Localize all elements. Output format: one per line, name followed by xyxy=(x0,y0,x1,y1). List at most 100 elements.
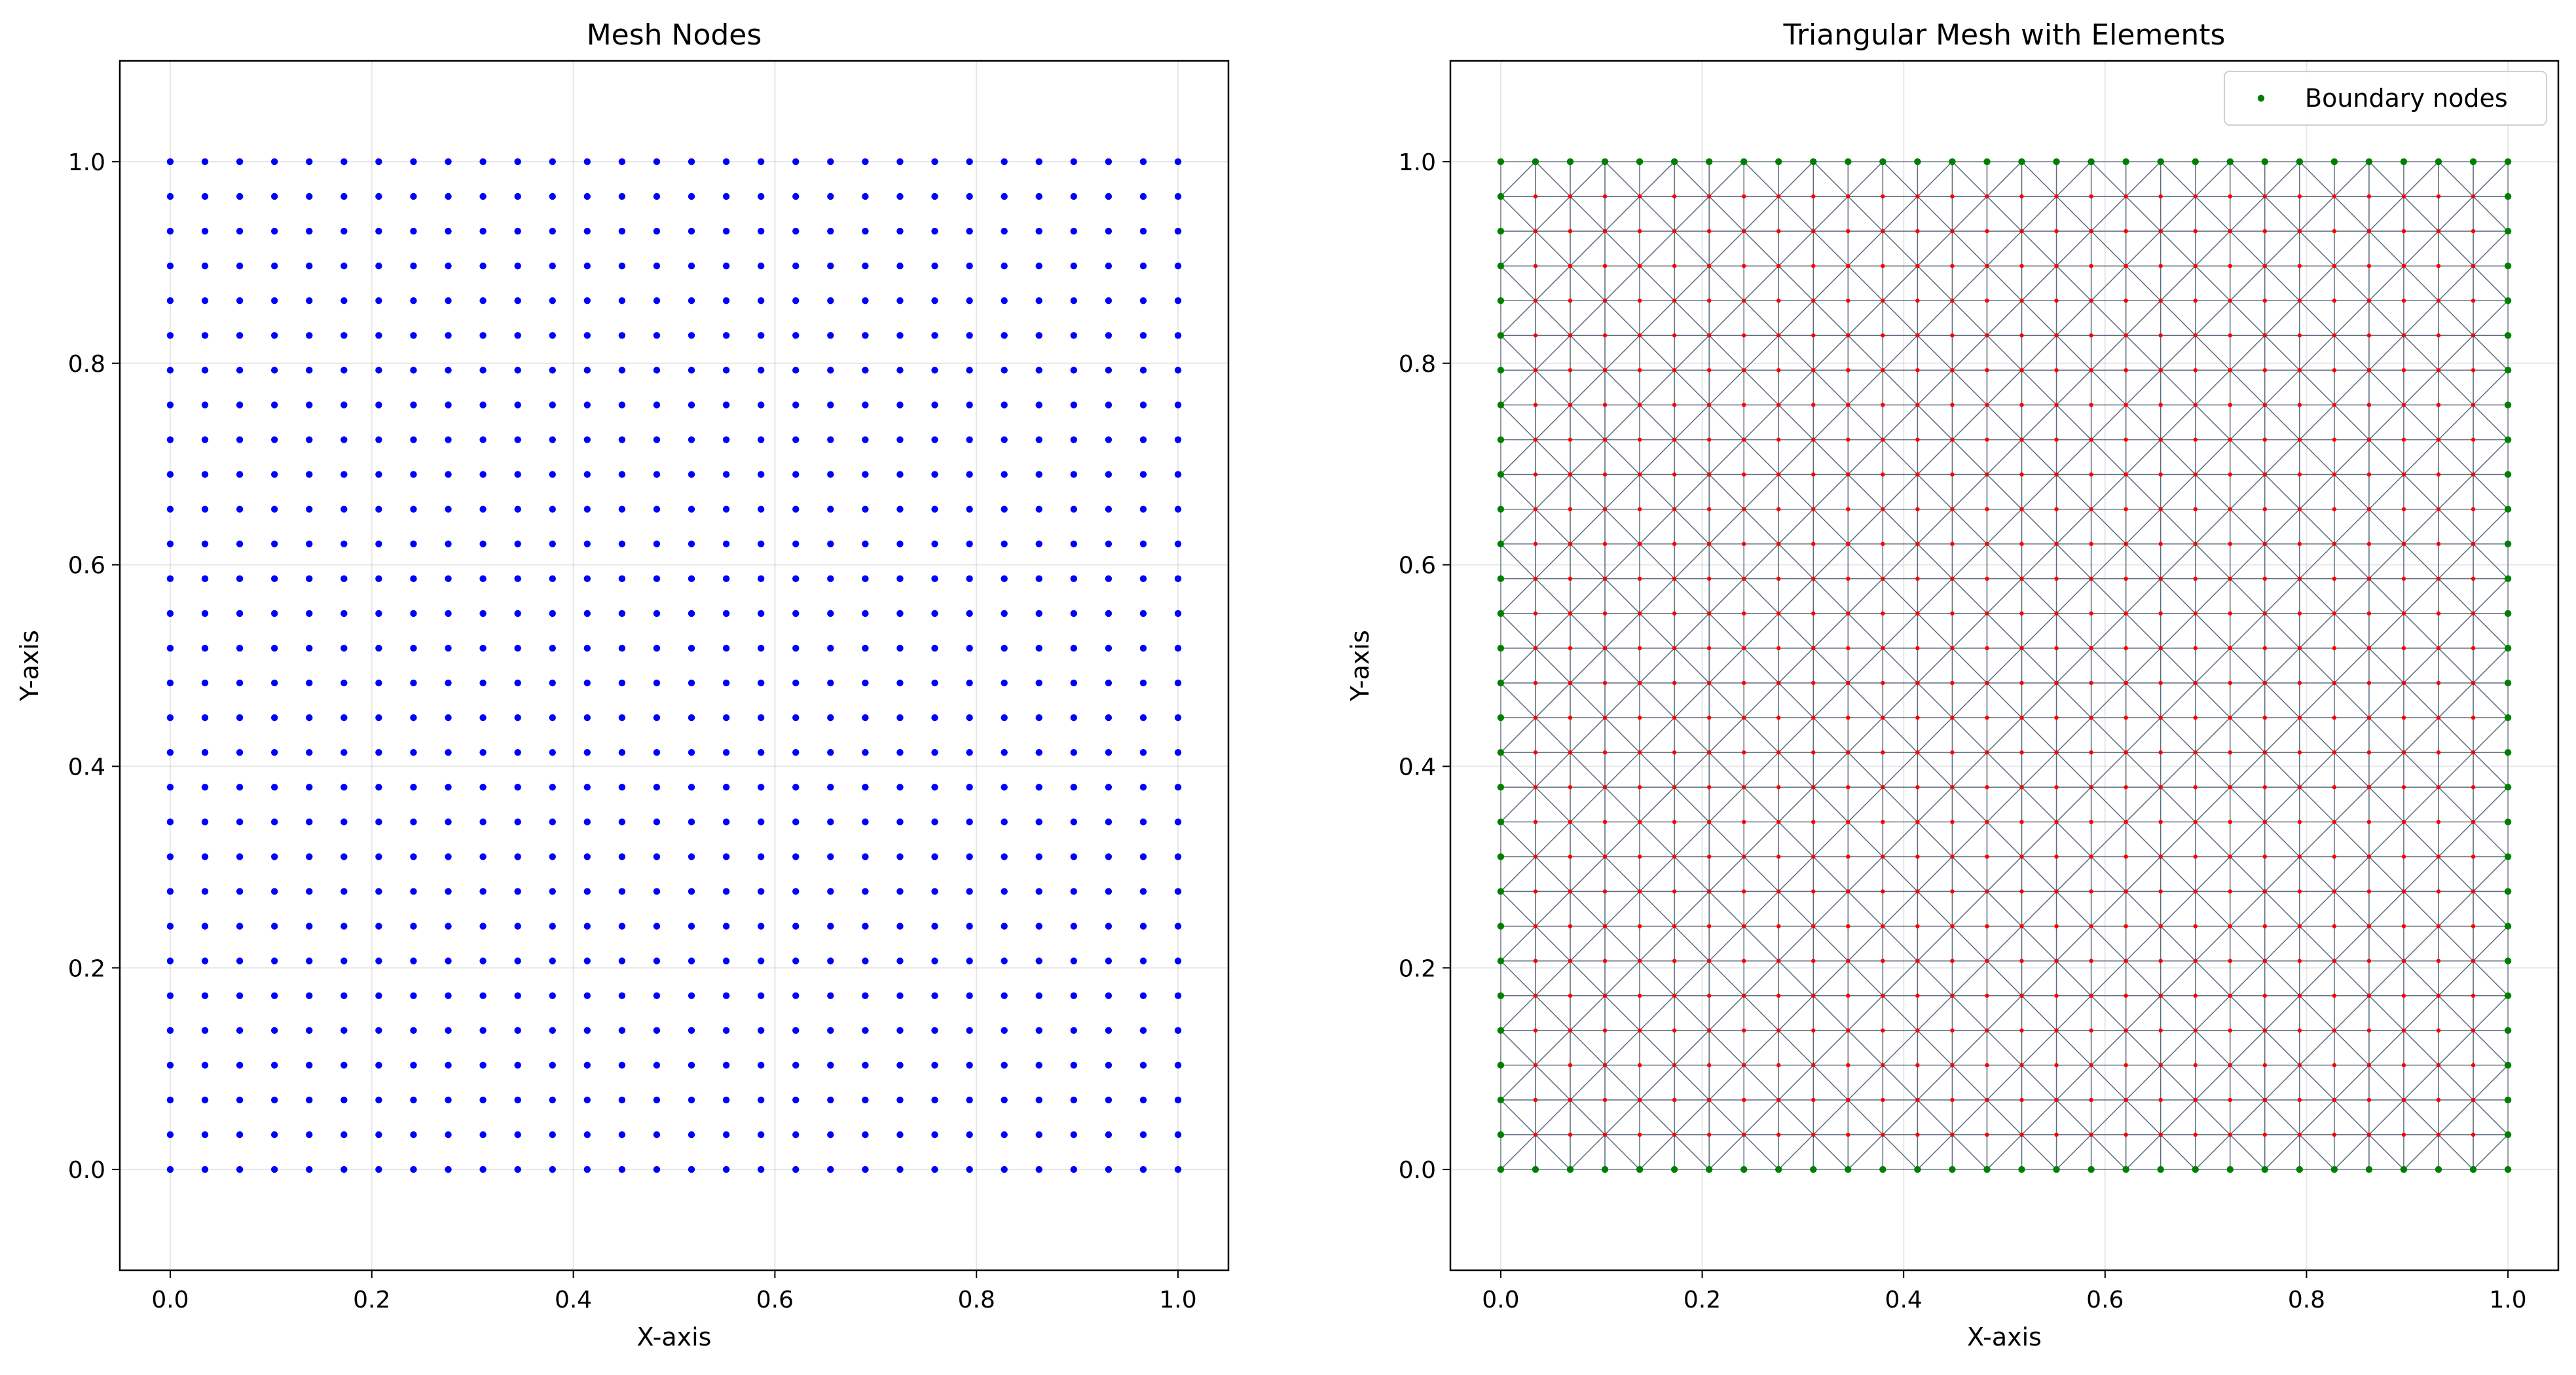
interior-node xyxy=(1846,820,1850,824)
mesh-node xyxy=(1174,158,1182,166)
interior-node xyxy=(2019,333,2024,338)
mesh-elements xyxy=(1500,160,2509,1171)
interior-node xyxy=(1741,472,1746,477)
mesh-node xyxy=(688,888,695,895)
interior-node xyxy=(2054,541,2059,546)
interior-node xyxy=(2332,1097,2337,1103)
mesh-node xyxy=(1070,1131,1078,1139)
mesh-node xyxy=(896,748,904,756)
interior-node xyxy=(2471,299,2476,303)
mesh-node xyxy=(583,957,591,964)
interior-node xyxy=(1985,299,1989,303)
mesh-node xyxy=(757,297,765,304)
interior-node xyxy=(2193,750,2198,755)
mesh-node xyxy=(410,471,417,478)
interior-node xyxy=(1533,646,1538,651)
mesh-node xyxy=(445,1096,452,1104)
interior-node xyxy=(2332,437,2337,442)
interior-node xyxy=(1533,715,1538,720)
mesh-node xyxy=(1070,332,1078,339)
mesh-node xyxy=(445,714,452,722)
mesh-node xyxy=(931,1096,938,1104)
interior-node xyxy=(2019,680,2024,686)
mesh-node xyxy=(722,540,730,547)
x-tick-label: 0.0 xyxy=(1482,1287,1519,1313)
mesh-node xyxy=(340,923,348,930)
mesh-node xyxy=(722,888,730,895)
boundary-node xyxy=(1566,1165,1574,1173)
mesh-node xyxy=(306,784,313,791)
interior-node xyxy=(2054,263,2059,268)
interior-node xyxy=(2366,1132,2372,1137)
interior-node xyxy=(2158,1063,2163,1068)
interior-node xyxy=(2158,993,2163,998)
boundary-node xyxy=(2296,1165,2304,1173)
interior-node xyxy=(2471,1132,2476,1137)
mesh-node xyxy=(827,575,834,583)
mesh-node xyxy=(1174,1027,1182,1034)
mesh-triangle xyxy=(2195,161,2232,198)
mesh-node xyxy=(236,297,244,304)
mesh-node xyxy=(514,505,521,513)
mesh-node xyxy=(792,192,800,200)
mesh-node xyxy=(375,192,382,200)
mesh-node xyxy=(862,401,869,409)
interior-node xyxy=(1776,507,1781,511)
interior-node xyxy=(1915,472,1920,477)
mesh-node xyxy=(1174,818,1182,826)
mesh-node xyxy=(1174,888,1182,895)
boundary-node xyxy=(1497,1027,1505,1034)
interior-node xyxy=(1602,680,1608,686)
mesh-node xyxy=(479,401,487,409)
interior-node xyxy=(2054,750,2059,755)
mesh-node xyxy=(1174,367,1182,374)
mesh-triangle xyxy=(1986,161,2023,198)
interior-node xyxy=(2124,820,2128,824)
mesh-node xyxy=(1174,297,1182,304)
mesh-node xyxy=(792,367,800,374)
interior-node xyxy=(2297,1097,2302,1103)
interior-node xyxy=(2262,1028,2268,1033)
mesh-node xyxy=(792,1131,800,1139)
interior-node xyxy=(2262,1097,2268,1103)
mesh-node xyxy=(1139,262,1147,270)
mesh-node xyxy=(549,957,556,964)
interior-node xyxy=(2089,785,2093,790)
mesh-node xyxy=(583,367,591,374)
mesh-node xyxy=(166,1131,174,1139)
interior-node xyxy=(1637,611,1642,616)
mesh-node xyxy=(653,367,661,374)
mesh-node xyxy=(792,227,800,235)
x-tick-label: 0.6 xyxy=(2086,1287,2124,1313)
boundary-node xyxy=(2296,158,2304,166)
interior-node xyxy=(1915,750,1920,755)
x-axis-label: X-axis xyxy=(1967,1323,2042,1351)
mesh-node xyxy=(931,575,938,583)
interior-node xyxy=(1568,785,1573,790)
interior-node xyxy=(1846,333,1850,338)
interior-node xyxy=(2158,403,2163,407)
interior-node xyxy=(1741,507,1746,511)
interior-node xyxy=(1706,785,1712,790)
mesh-node xyxy=(896,262,904,270)
mesh-node xyxy=(722,957,730,964)
interior-node xyxy=(1533,1132,1538,1137)
interior-node xyxy=(1672,437,1677,442)
mesh-node xyxy=(166,1096,174,1104)
mesh-node xyxy=(306,748,313,756)
boundary-node xyxy=(1497,888,1505,895)
mesh-node xyxy=(236,1096,244,1104)
mesh-node xyxy=(410,192,417,200)
interior-node xyxy=(2054,854,2059,859)
interior-node xyxy=(1602,507,1608,511)
mesh-node xyxy=(862,575,869,583)
mesh-triangle xyxy=(1778,161,1814,198)
interior-node xyxy=(1776,785,1781,790)
mesh-node xyxy=(1035,957,1042,964)
interior-node xyxy=(2332,854,2337,859)
interior-node xyxy=(2019,403,2024,407)
mesh-node xyxy=(827,957,834,964)
interior-node xyxy=(1533,333,1538,338)
mesh-node xyxy=(410,888,417,895)
mesh-node xyxy=(618,332,626,339)
